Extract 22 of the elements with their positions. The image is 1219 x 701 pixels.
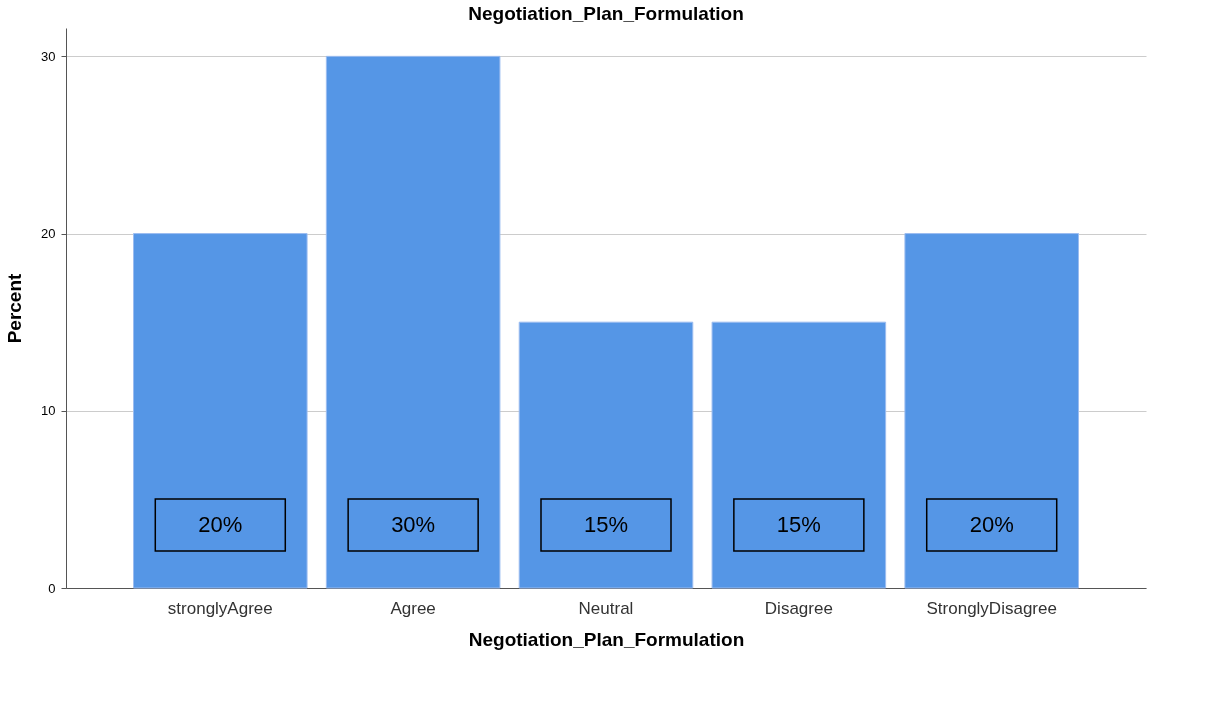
x-tick-label: StronglyDisagree (926, 598, 1057, 618)
data-label: 15% (583, 512, 629, 537)
y-tick-label: 0 (48, 580, 56, 596)
data-label: 30% (391, 512, 436, 537)
x-axis-title: Negotiation_Plan_Formulation (468, 628, 745, 650)
y-axis-title: Percent (4, 272, 26, 344)
bar (518, 321, 694, 589)
data-label: 20% (969, 512, 1014, 537)
x-tick-label: Agree (390, 598, 436, 618)
chart-title: Negotiation_Plan_Formulation (468, 3, 744, 24)
bar (133, 233, 308, 589)
y-tick-label: 30 (41, 48, 56, 64)
x-tick-label: Disagree (764, 598, 833, 618)
y-tick-label: 10 (41, 403, 56, 419)
x-tick-label: Neutral (578, 598, 634, 618)
data-label: 15% (776, 512, 821, 537)
bar (325, 55, 501, 589)
y-tick-label: 20 (41, 226, 56, 242)
bar (904, 233, 1079, 589)
data-label: 20% (198, 512, 243, 537)
bar (711, 321, 887, 589)
x-tick-label: stronglyAgree (167, 598, 273, 618)
